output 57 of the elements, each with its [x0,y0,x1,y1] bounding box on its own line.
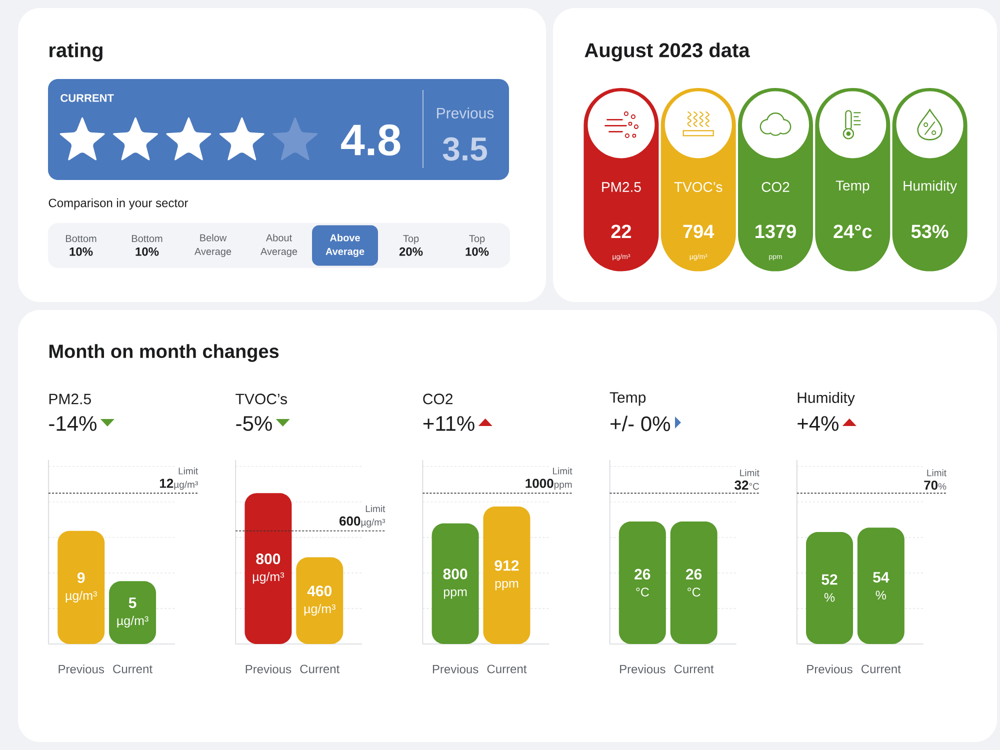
category-label: Temp [836,180,870,194]
x-tick-label: Current [113,664,152,674]
chart-subtitle: +11% [423,416,474,431]
text: Month on month changes [49,344,279,362]
data-label: 912 ppm [494,560,519,590]
text: 3.5 [442,137,488,161]
data-label: 54 % [873,572,890,600]
category-label: Bottom 10% [132,235,162,256]
data-label: 9 µg/m³ [66,572,97,602]
chart-subtitle: +/- 0% [610,416,670,432]
ref-line-label: Limit 600µg/m³ [340,505,386,528]
data-label: 460 µg/m³ [304,586,336,616]
category-label: Top 20% [399,235,423,256]
category-label: Previous [437,107,494,118]
x-tick-label: Previous [58,664,104,674]
chart-title: Humidity [798,392,855,406]
ref-line-label: Limit 70% [924,469,946,490]
ref-line-label: Limit 12µg/m³ [160,467,198,490]
x-tick-label: Current [300,664,340,674]
text: 53% [911,224,948,238]
data-label: 52 % [822,574,838,602]
category-label: Top 10% [466,235,489,256]
x-tick-label: Previous [620,664,666,674]
ref-line-label: Limit 1000ppm [526,467,572,490]
category-label: Above Average [326,234,364,258]
category-label: Humidity [904,180,958,194]
text: Comparison in your sector [48,198,188,210]
data-label: 800 ppm [443,568,468,599]
category-label: Below Average [194,234,232,257]
chart-title: TVOC’s [236,394,287,404]
category-label: CO2 [762,182,790,192]
category-label: Bottom 10% [66,235,96,256]
text: 24°c [834,224,872,238]
text: August 2023 data [584,42,750,62]
x-tick-label: Current [487,664,527,674]
category-label: TVOC’s [674,182,722,192]
chart-title: Temp [610,392,646,406]
chart-title: PM2.5 [49,394,91,404]
data-label: 5 µg/m³ [117,598,148,628]
chart-subtitle: +4% [798,416,838,431]
category-label: About Average [260,234,298,257]
data-label: 26 °C [686,568,702,597]
x-tick-label: Previous [432,664,478,674]
chart-subtitle: -5% [236,416,272,431]
x-tick-label: Previous [246,664,292,674]
category-label: PM2.5 [602,182,641,192]
chart-title: CO2 [423,394,452,404]
x-tick-label: Current [674,664,714,674]
data-label: 800 µg/m³ [252,554,284,584]
data-label: 26 °C [634,568,650,597]
ref-line-label: Limit 32°C [734,469,760,490]
category-label: CURRENT [60,94,114,102]
x-tick-label: Current [862,664,901,674]
chart-subtitle: -14% [49,416,96,431]
text: rating [50,42,102,62]
x-tick-label: Previous [807,664,852,674]
text: 4.8 [341,124,400,156]
